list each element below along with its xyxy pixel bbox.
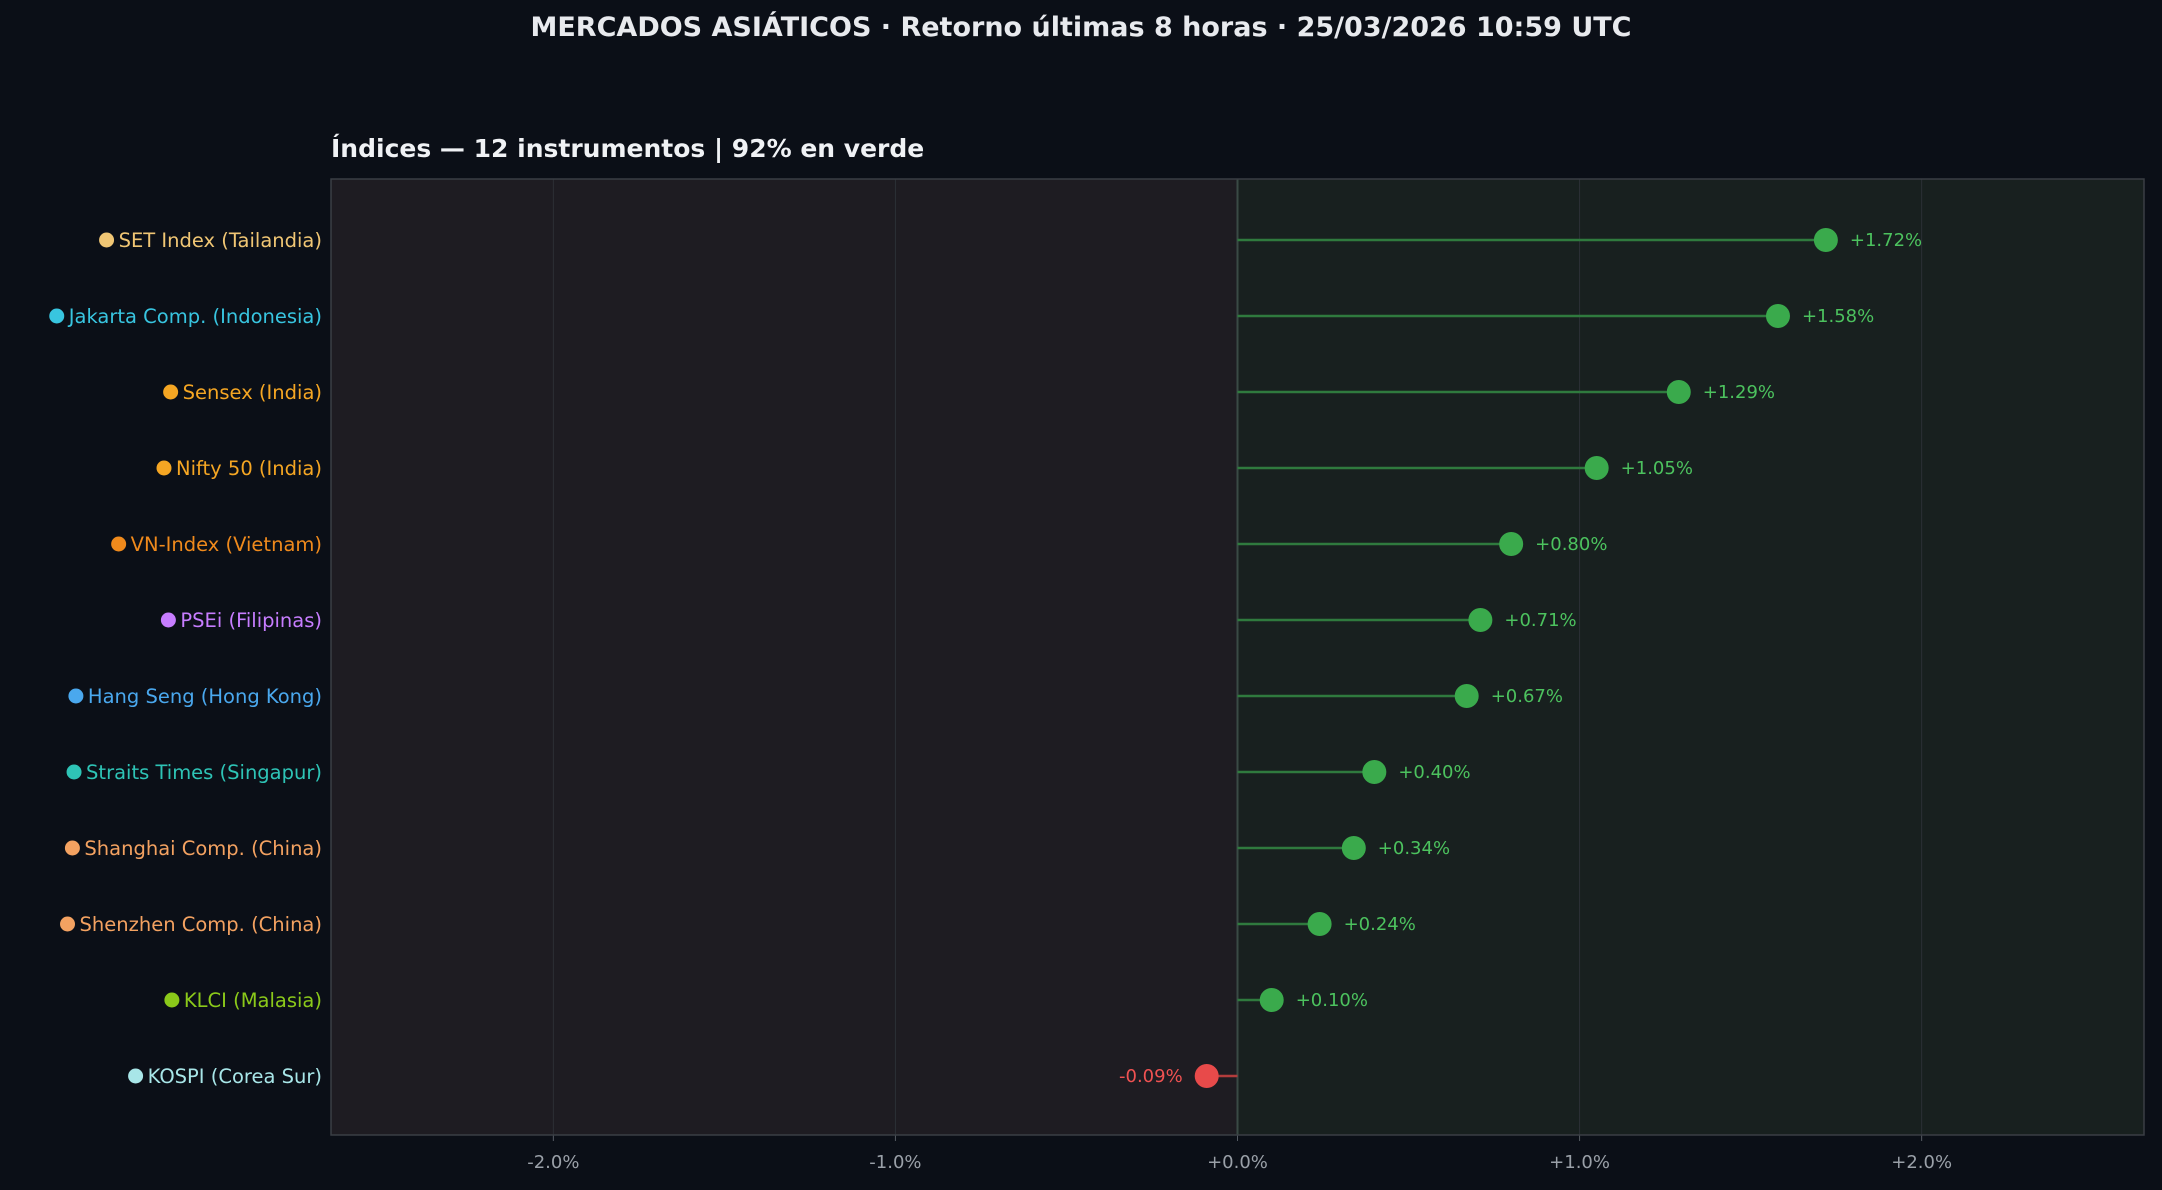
category-label: SET Index (Tailandia) [119, 229, 322, 252]
category-label: Shenzhen Comp. (China) [80, 913, 322, 936]
x-tick-label: +1.0% [1549, 1152, 1610, 1173]
category-bullet [68, 688, 84, 704]
lollipop-marker [1454, 684, 1479, 708]
plot-frame [330, 178, 2145, 1136]
category-label: VN-Index (Vietnam) [131, 533, 322, 556]
category-bullet [49, 308, 65, 324]
value-label: +0.10% [1296, 990, 1368, 1011]
chart-title: MERCADOS ASIÁTICOS · Retorno últimas 8 h… [530, 12, 1632, 43]
lollipop-marker [1765, 304, 1790, 328]
lollipop-marker [1259, 988, 1284, 1012]
value-label: +1.29% [1703, 382, 1775, 403]
category-label: KOSPI (Corea Sur) [148, 1065, 322, 1088]
lollipop-marker [1341, 836, 1366, 860]
value-label: +1.72% [1850, 230, 1922, 251]
category-bullet [164, 992, 180, 1008]
category-bullet [60, 916, 76, 932]
value-label: +0.67% [1491, 686, 1563, 707]
lollipop-marker [1362, 760, 1387, 784]
x-tick-label: +0.0% [1207, 1152, 1268, 1173]
x-tick-label: -2.0% [527, 1152, 579, 1173]
lollipop-marker [1307, 912, 1332, 936]
lollipop-marker [1194, 1064, 1219, 1088]
value-label: -0.09% [1119, 1066, 1183, 1087]
value-label: +1.05% [1621, 458, 1693, 479]
category-label: Jakarta Comp. (Indonesia) [67, 305, 322, 328]
category-label: KLCI (Malasia) [184, 989, 322, 1012]
lollipop-marker [1666, 380, 1691, 404]
value-label: +0.24% [1344, 914, 1416, 935]
category-bullet [66, 764, 82, 780]
value-label: +0.34% [1378, 838, 1450, 859]
category-label: PSEi (Filipinas) [180, 609, 322, 632]
lollipop-marker [1468, 608, 1493, 632]
lollipop-marker [1584, 456, 1609, 480]
category-label: Sensex (India) [183, 381, 322, 404]
category-bullet [64, 840, 80, 856]
x-tick-label: -1.0% [869, 1152, 921, 1173]
panel-title: Índices — 12 instrumentos | 92% en verde [331, 134, 925, 163]
category-bullet [111, 536, 127, 552]
category-label: Shanghai Comp. (China) [84, 837, 322, 860]
category-label: Nifty 50 (India) [176, 457, 322, 480]
value-label: +0.71% [1504, 610, 1576, 631]
category-bullet [99, 232, 115, 248]
category-bullet [163, 384, 179, 400]
category-bullet [160, 612, 176, 628]
category-bullet [128, 1068, 144, 1084]
category-label: Straits Times (Singapur) [86, 761, 322, 784]
value-label: +0.40% [1398, 762, 1470, 783]
x-tick-label: +2.0% [1891, 1152, 1952, 1173]
lollipop-marker [1813, 228, 1838, 252]
category-bullet [156, 460, 172, 476]
category-label: Hang Seng (Hong Kong) [88, 685, 322, 708]
negative-zone [331, 179, 1238, 1135]
positive-zone [1237, 179, 2144, 1135]
value-label: +1.58% [1802, 306, 1874, 327]
value-label: +0.80% [1535, 534, 1607, 555]
lollipop-marker [1499, 532, 1524, 556]
